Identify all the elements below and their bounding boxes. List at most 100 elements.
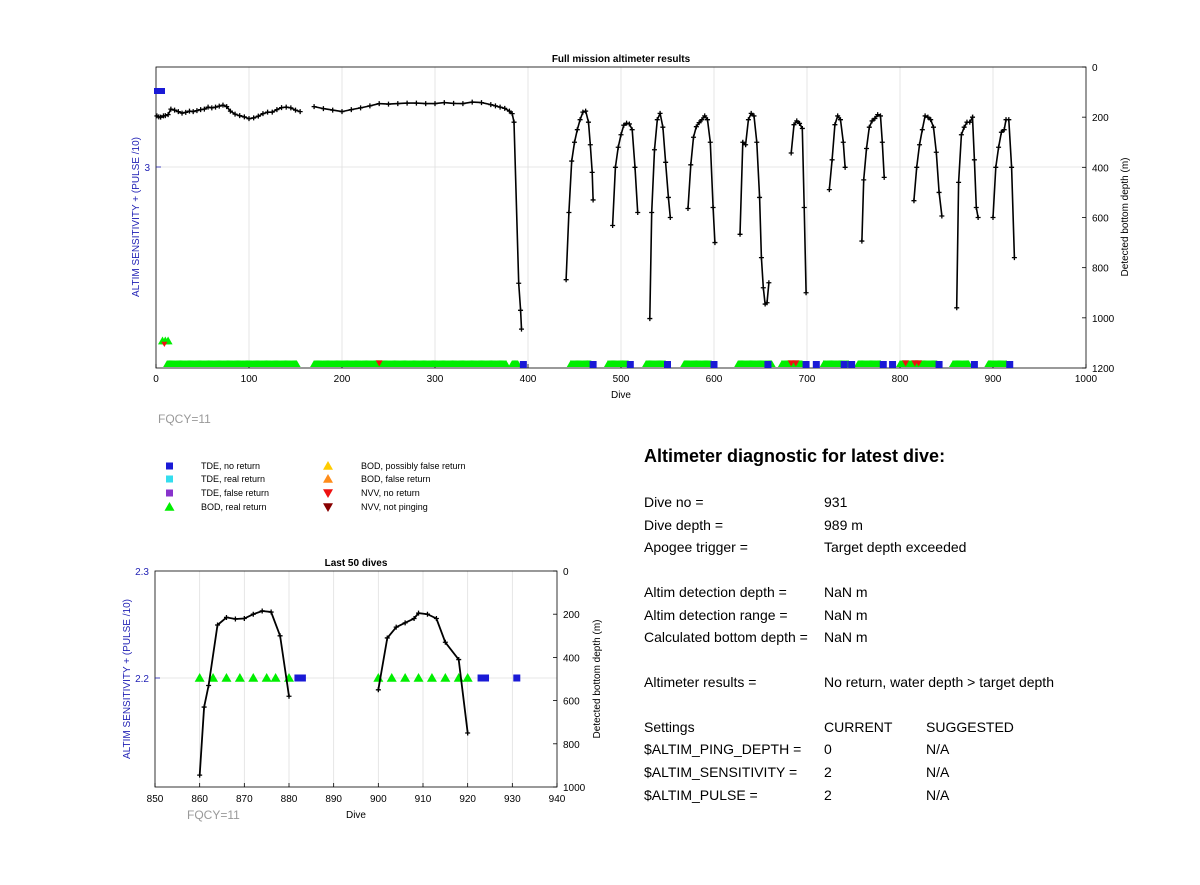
bottom-depth-point [197, 772, 203, 778]
bottom-depth-point [297, 109, 303, 115]
bottom-y-axis-label-right: Detected bottom depth (m) [592, 620, 603, 739]
bottom-depth-point [881, 174, 887, 180]
bottom-depth-point [914, 164, 920, 170]
bottom-depth-point [975, 215, 981, 220]
top-y-axis-label-right: Detected bottom depth (m) [1120, 158, 1131, 277]
bottom-depth-point [837, 117, 843, 123]
bottom-depth-point [168, 106, 174, 112]
altimeter-results-value: No return, water depth > target depth [824, 674, 1054, 690]
bottom-depth-point [577, 117, 583, 123]
top-x-tick-label: 800 [892, 374, 909, 385]
bottom-depth-point [869, 118, 875, 124]
top-x-tick-label: 500 [613, 374, 630, 385]
bottom-depth-point [832, 122, 838, 128]
bottom-depth-point [660, 124, 666, 130]
bottom-depth-point [216, 103, 222, 109]
top-x-tick-label: 900 [985, 374, 1002, 385]
bottom-depth-point [615, 144, 621, 150]
bottom-depth-point [288, 105, 294, 111]
top-x-tick-label: 300 [427, 374, 444, 385]
nvv-no-return-marker [902, 360, 910, 367]
bod-real-return-marker [453, 673, 464, 682]
top-chart-title: Full mission altimeter results [552, 54, 691, 65]
bod-real-return-marker [964, 360, 973, 367]
bottom-depth-point [348, 107, 354, 113]
bottom-depth-point [996, 144, 1002, 150]
bottom-depth-point [201, 106, 207, 112]
bottom-depth-point [954, 305, 960, 311]
bottom-depth-line [828, 114, 846, 190]
top-x-tick-label: 700 [799, 374, 816, 385]
legend-label: BOD, possibly false return [361, 461, 466, 471]
bottom-depth-point [237, 113, 243, 119]
bottom-depth-point [224, 104, 230, 110]
top-left-axis-points [154, 88, 173, 347]
bod-real-return-marker [270, 673, 281, 682]
suggested-header: SUGGESTED [926, 719, 1014, 735]
bottom-depth-point [465, 730, 471, 736]
full-mission-chart: Full mission altimeter results 0 100 200 30… [131, 54, 1131, 426]
dive-depth-value: 989 m [824, 517, 863, 533]
bottom-depth-point [917, 142, 923, 148]
bottom-y-tick-label-right: 1000 [563, 783, 586, 794]
top-x-tick-label: 100 [241, 374, 258, 385]
bottom-depth-point [206, 682, 212, 688]
bottom-depth-point [241, 616, 247, 622]
bottom-depth-point [1011, 255, 1017, 261]
bottom-depth-line [198, 610, 290, 776]
sensitivity-label: $ALTIM_SENSITIVITY = [644, 764, 798, 780]
tde-no-return-marker [970, 361, 978, 368]
bod-real-return-marker [440, 673, 451, 682]
bottom-depth-point [626, 121, 632, 127]
ping-depth-label: $ALTIM_PING_DEPTH = [644, 741, 802, 757]
bottom-depth-point [696, 120, 702, 126]
dive-depth-label: Dive depth = [644, 517, 723, 533]
bottom-y-ticks-left: 2.3 2.2 [135, 567, 160, 685]
legend-label: BOD, false return [361, 474, 431, 484]
bottom-depth-point [801, 204, 807, 210]
bottom-x-axis-label: Dive [346, 810, 366, 821]
legend-label: TDE, no return [201, 461, 260, 471]
tde-no-return-marker [519, 361, 527, 368]
bottom-depth-point [265, 109, 271, 115]
bottom-depth-point [506, 108, 512, 114]
bod-real-return-marker [194, 673, 205, 682]
bottom-depth-line [611, 122, 639, 226]
bottom-depth-point [740, 139, 746, 145]
bottom-depth-point [269, 109, 275, 115]
bottom-depth-point [516, 280, 522, 286]
bottom-depth-point [215, 622, 221, 628]
bod-real-return-marker [513, 360, 522, 367]
bottom-depth-point [259, 608, 265, 614]
tde-no-return-marker [294, 674, 302, 682]
bottom-depth-point [685, 205, 691, 211]
bottom-depth-point [456, 657, 462, 663]
top-bottom-depth-series [154, 99, 1017, 332]
bottom-depth-point [432, 101, 438, 107]
bottom-depth-point [704, 117, 710, 123]
bod-real-return-marker [502, 360, 511, 367]
tde-no-return-marker [764, 361, 772, 368]
bottom-x-tick-label: 880 [281, 794, 298, 805]
nvv-no-return-marker [792, 360, 800, 367]
ping-depth-suggested: N/A [926, 741, 950, 757]
bottom-depth-point [580, 109, 586, 115]
bottom-depth-point [859, 238, 865, 244]
bottom-depth-point [277, 633, 283, 639]
bottom-depth-point [469, 99, 475, 105]
bottom-depth-point [479, 100, 484, 106]
bottom-depth-point [803, 290, 809, 296]
bottom-depth-point [990, 215, 996, 220]
bottom-depth-point [1009, 164, 1015, 170]
bottom-depth-point [621, 122, 627, 128]
bottom-depth-point [402, 620, 408, 626]
bottom-depth-point [255, 113, 261, 119]
bottom-depth-point [175, 109, 181, 115]
altim-detection-depth-label: Altim detection depth = [644, 584, 787, 600]
bottom-depth-point [158, 114, 164, 120]
bottom-x-tick-label: 850 [147, 794, 164, 805]
bottom-depth-point [866, 124, 872, 130]
bottom-x-tick-label: 930 [504, 794, 521, 805]
bottom-depth-point [384, 635, 390, 641]
bottom-depth-point [279, 105, 285, 111]
